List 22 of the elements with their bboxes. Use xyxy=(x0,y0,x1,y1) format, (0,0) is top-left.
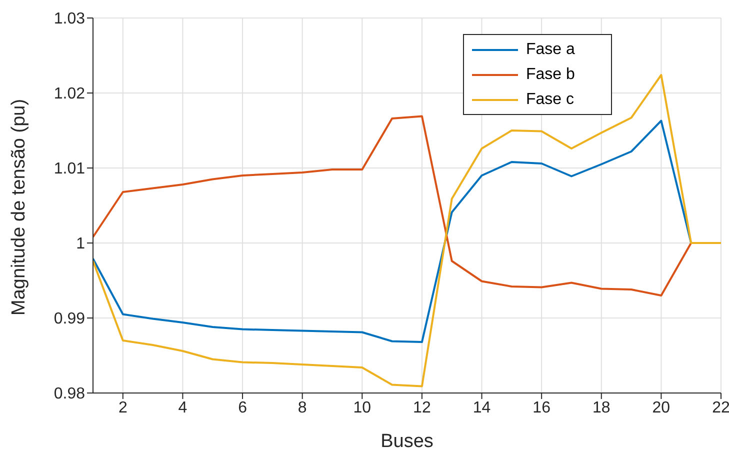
y-tick-label: 1.02 xyxy=(54,86,86,103)
x-tick-label: 12 xyxy=(413,399,431,416)
x-tick-label: 20 xyxy=(652,399,670,416)
x-tick-label: 4 xyxy=(178,399,188,416)
y-tick-label: 0.99 xyxy=(54,310,86,328)
x-tick-label: 22 xyxy=(712,399,729,416)
x-tick-label: 6 xyxy=(238,399,248,416)
legend-label: Fase a xyxy=(526,40,575,58)
x-tick-label: 2 xyxy=(118,399,128,416)
y-axis-title: Magnitude de tensão (pu) xyxy=(8,98,30,316)
x-tick-label: 8 xyxy=(298,399,307,416)
y-tick-label: 1.01 xyxy=(54,160,86,178)
legend-label: Fase b xyxy=(526,66,575,84)
legend-label: Fase c xyxy=(526,90,574,108)
x-tick-label: 14 xyxy=(472,399,491,416)
x-tick-label: 18 xyxy=(592,399,610,416)
x-tick-label: 10 xyxy=(353,399,372,416)
y-tick-label: 1.03 xyxy=(54,10,86,28)
y-tick-label: 0.98 xyxy=(54,386,86,403)
x-axis-title: Buses xyxy=(380,431,434,452)
x-tick-label: 16 xyxy=(532,399,551,416)
y-tick-label: 1 xyxy=(76,236,86,253)
